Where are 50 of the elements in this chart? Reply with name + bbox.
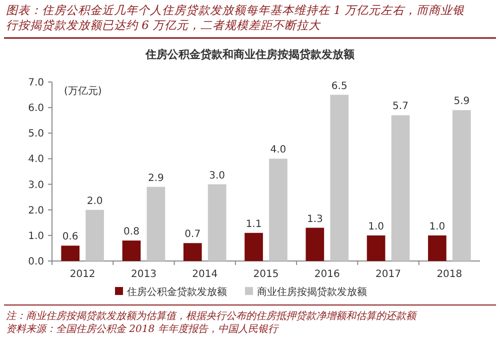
legend-label: 商业住房按揭贷款发放额 — [257, 286, 367, 298]
y-tick-label: 4.0 — [28, 154, 44, 166]
y-tick-label: 0.0 — [28, 256, 44, 268]
text: 注：商业住房按揭贷款发放额为估算值，根据央行公布的住房抵押贷款净增额和估算的还款额 — [6, 310, 418, 322]
x-tick-label: 2016 — [314, 269, 340, 280]
y-tick-label: 3.0 — [28, 180, 44, 191]
y-tick-label: 7.0 — [28, 78, 44, 88]
text: 图表：住房公积金近几年个人住房贷款发放额每年基本维持在 1 万亿元左右，而商业银行按揭贷款发放额已达约 6 万亿元，二者规模差距不断拉大 — [6, 3, 465, 32]
data-label: 4.0 — [270, 144, 286, 156]
bar — [306, 228, 324, 261]
bar — [61, 246, 80, 261]
data-label: 0.7 — [184, 229, 201, 240]
y-tick-label: 1.0 — [28, 230, 44, 242]
data-label: 0.6 — [62, 232, 78, 243]
bar — [269, 158, 288, 261]
data-label: 1.0 — [429, 221, 446, 232]
bar — [452, 110, 471, 261]
x-tick-label: 2015 — [253, 269, 279, 280]
bar — [146, 186, 166, 261]
bar — [330, 94, 349, 261]
data-label: 1.1 — [246, 218, 262, 230]
bar — [244, 232, 263, 261]
text: 资料来源：全国住房公积金 2018 年年度报告，中国人民银行 — [6, 323, 279, 335]
x-tick-label: 2014 — [192, 269, 218, 280]
data-label: 6.5 — [331, 80, 348, 92]
bar — [391, 115, 410, 261]
y-axis-title: (万亿元) — [64, 86, 102, 97]
data-label: 1.0 — [368, 221, 384, 232]
y-tick-label: 5.0 — [28, 128, 44, 140]
legend-label: 住房公积金贷款发放额 — [127, 286, 227, 298]
bar — [122, 240, 141, 261]
bar — [428, 235, 446, 261]
bar — [366, 235, 386, 261]
y-tick-label: 2.0 — [28, 205, 44, 216]
data-label: 2.0 — [86, 196, 103, 207]
data-label: 2.9 — [148, 172, 164, 184]
data-label: 5.9 — [454, 96, 470, 108]
x-tick-label: 2018 — [436, 269, 462, 280]
y-tick-label: 6.0 — [28, 103, 44, 114]
x-tick-label: 2012 — [70, 269, 96, 280]
bar — [208, 184, 226, 261]
data-label: 0.8 — [124, 226, 140, 238]
data-label: 1.3 — [306, 214, 323, 225]
chart-title: 住房公积金贷款和商业住房按揭贷款发放额 — [144, 48, 356, 61]
data-label: 3.0 — [209, 170, 226, 182]
bar — [183, 243, 202, 261]
x-tick-label: 2013 — [130, 269, 156, 280]
x-tick-label: 2017 — [376, 269, 402, 280]
bar — [86, 210, 104, 261]
data-label: 5.7 — [392, 101, 408, 112]
